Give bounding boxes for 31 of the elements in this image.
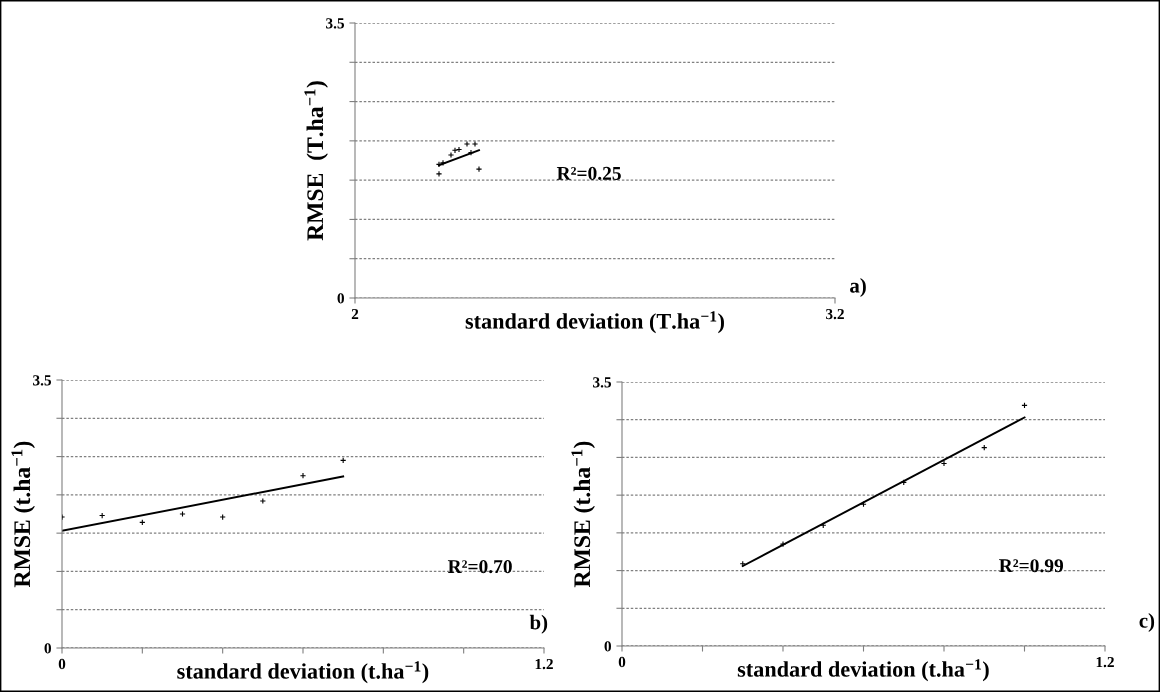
y-tick-label: 3.5 [326,18,345,29]
point [475,165,483,173]
point [179,510,186,518]
annotation: R²=0.99 [999,559,1064,573]
point [259,497,266,505]
point [463,140,471,148]
annotation: R²=0.70 [447,560,512,574]
annotation: b) [529,614,548,634]
x-tick-label: 0 [618,656,626,668]
x-tick-label: 1.2 [535,658,553,670]
x-tick-label: 2 [351,308,359,320]
y-axis-title: RMSE (t.ha$^{−1}$) [11,441,35,588]
point [940,460,948,467]
text: a) [850,278,866,297]
x-tick-label: 3.2 [826,308,844,320]
x-tick-label: 1.2 [1096,656,1114,668]
x-axis-title: standard deviation (t.ha$^{−1}$) [177,661,429,684]
point [435,170,443,178]
y-tick-label: 3.5 [593,377,612,388]
annotation: R²=0.25 [556,166,621,181]
x-axis-title: standard deviation (T.ha$^{−1}$) [465,311,724,334]
point [447,151,455,159]
y-axis-title: RMSE (T.ha$^{−1}$) [304,81,328,241]
y-tick-label: 3.5 [33,375,52,386]
y-axis-title: RMSE (t.ha$^{−1}$) [571,441,595,588]
x-axis-title: standard deviation (t.ha$^{−1}$) [737,659,989,682]
point [299,472,307,479]
point [779,541,787,548]
text: c) [1139,613,1155,632]
point [471,140,479,148]
x-tick-label: 0 [58,658,66,670]
